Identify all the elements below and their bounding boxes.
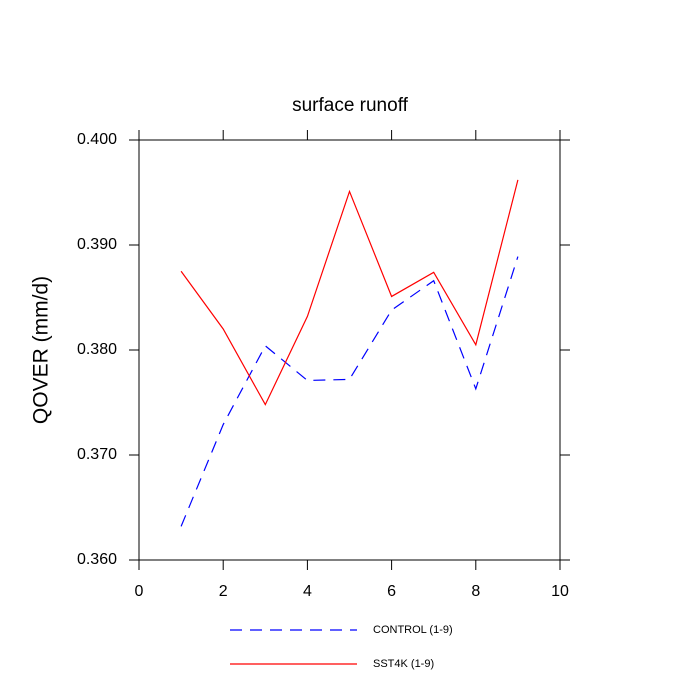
- y-tick-label: 0.370: [77, 446, 117, 463]
- x-tick-label: 6: [387, 583, 396, 600]
- plot-frame: [138, 139, 561, 561]
- y-tick-label: 0.380: [77, 341, 117, 358]
- y-axis-label: QOVER (mm/d): [30, 276, 53, 424]
- y-tick-label: 0.390: [77, 236, 117, 253]
- legend-label: SST4K (1-9): [373, 658, 434, 670]
- y-tick-label: 0.360: [77, 551, 117, 568]
- series-line: [180, 179, 519, 406]
- x-tick-label: 8: [471, 583, 480, 600]
- chart-title: surface runoff: [292, 95, 409, 116]
- legend-label: CONTROL (1-9): [373, 624, 453, 636]
- x-tick-label: 4: [303, 583, 312, 600]
- x-tick-label: 0: [135, 583, 144, 600]
- x-tick-label: 10: [551, 583, 569, 600]
- series-line: [180, 256, 519, 527]
- y-tick-label: 0.400: [77, 131, 117, 148]
- x-tick-label: 2: [219, 583, 228, 600]
